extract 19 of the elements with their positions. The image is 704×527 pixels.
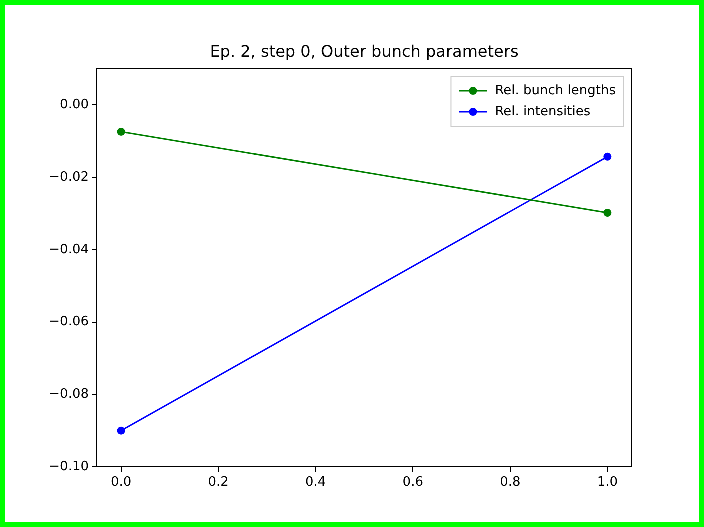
y-tick-label: −0.06	[49, 314, 89, 330]
point	[604, 152, 612, 161]
point	[117, 426, 126, 435]
chart-title: Ep. 2, step 0, Outer bunch parameters	[210, 42, 519, 62]
legend-label: Rel. bunch lengths	[495, 83, 616, 98]
y-tick-label: −0.08	[49, 387, 89, 402]
y-tick-label: 0.00	[60, 98, 89, 113]
point	[117, 128, 126, 136]
x-tick-label: 0.8	[500, 475, 521, 490]
y-tick-label: −0.10	[49, 459, 89, 474]
x-tick-label: 0.4	[306, 475, 326, 490]
x-tick-label: 1.0	[597, 475, 618, 490]
point	[604, 209, 612, 218]
y-tick-label: −0.04	[49, 242, 89, 258]
legend-label: Rel. intensities	[495, 104, 591, 120]
x-tick-label: 0.6	[402, 475, 424, 490]
y-tick-label: −0.02	[49, 170, 89, 185]
x-tick-label: 0.2	[208, 475, 229, 490]
x-tick-label: 0.0	[110, 475, 132, 490]
